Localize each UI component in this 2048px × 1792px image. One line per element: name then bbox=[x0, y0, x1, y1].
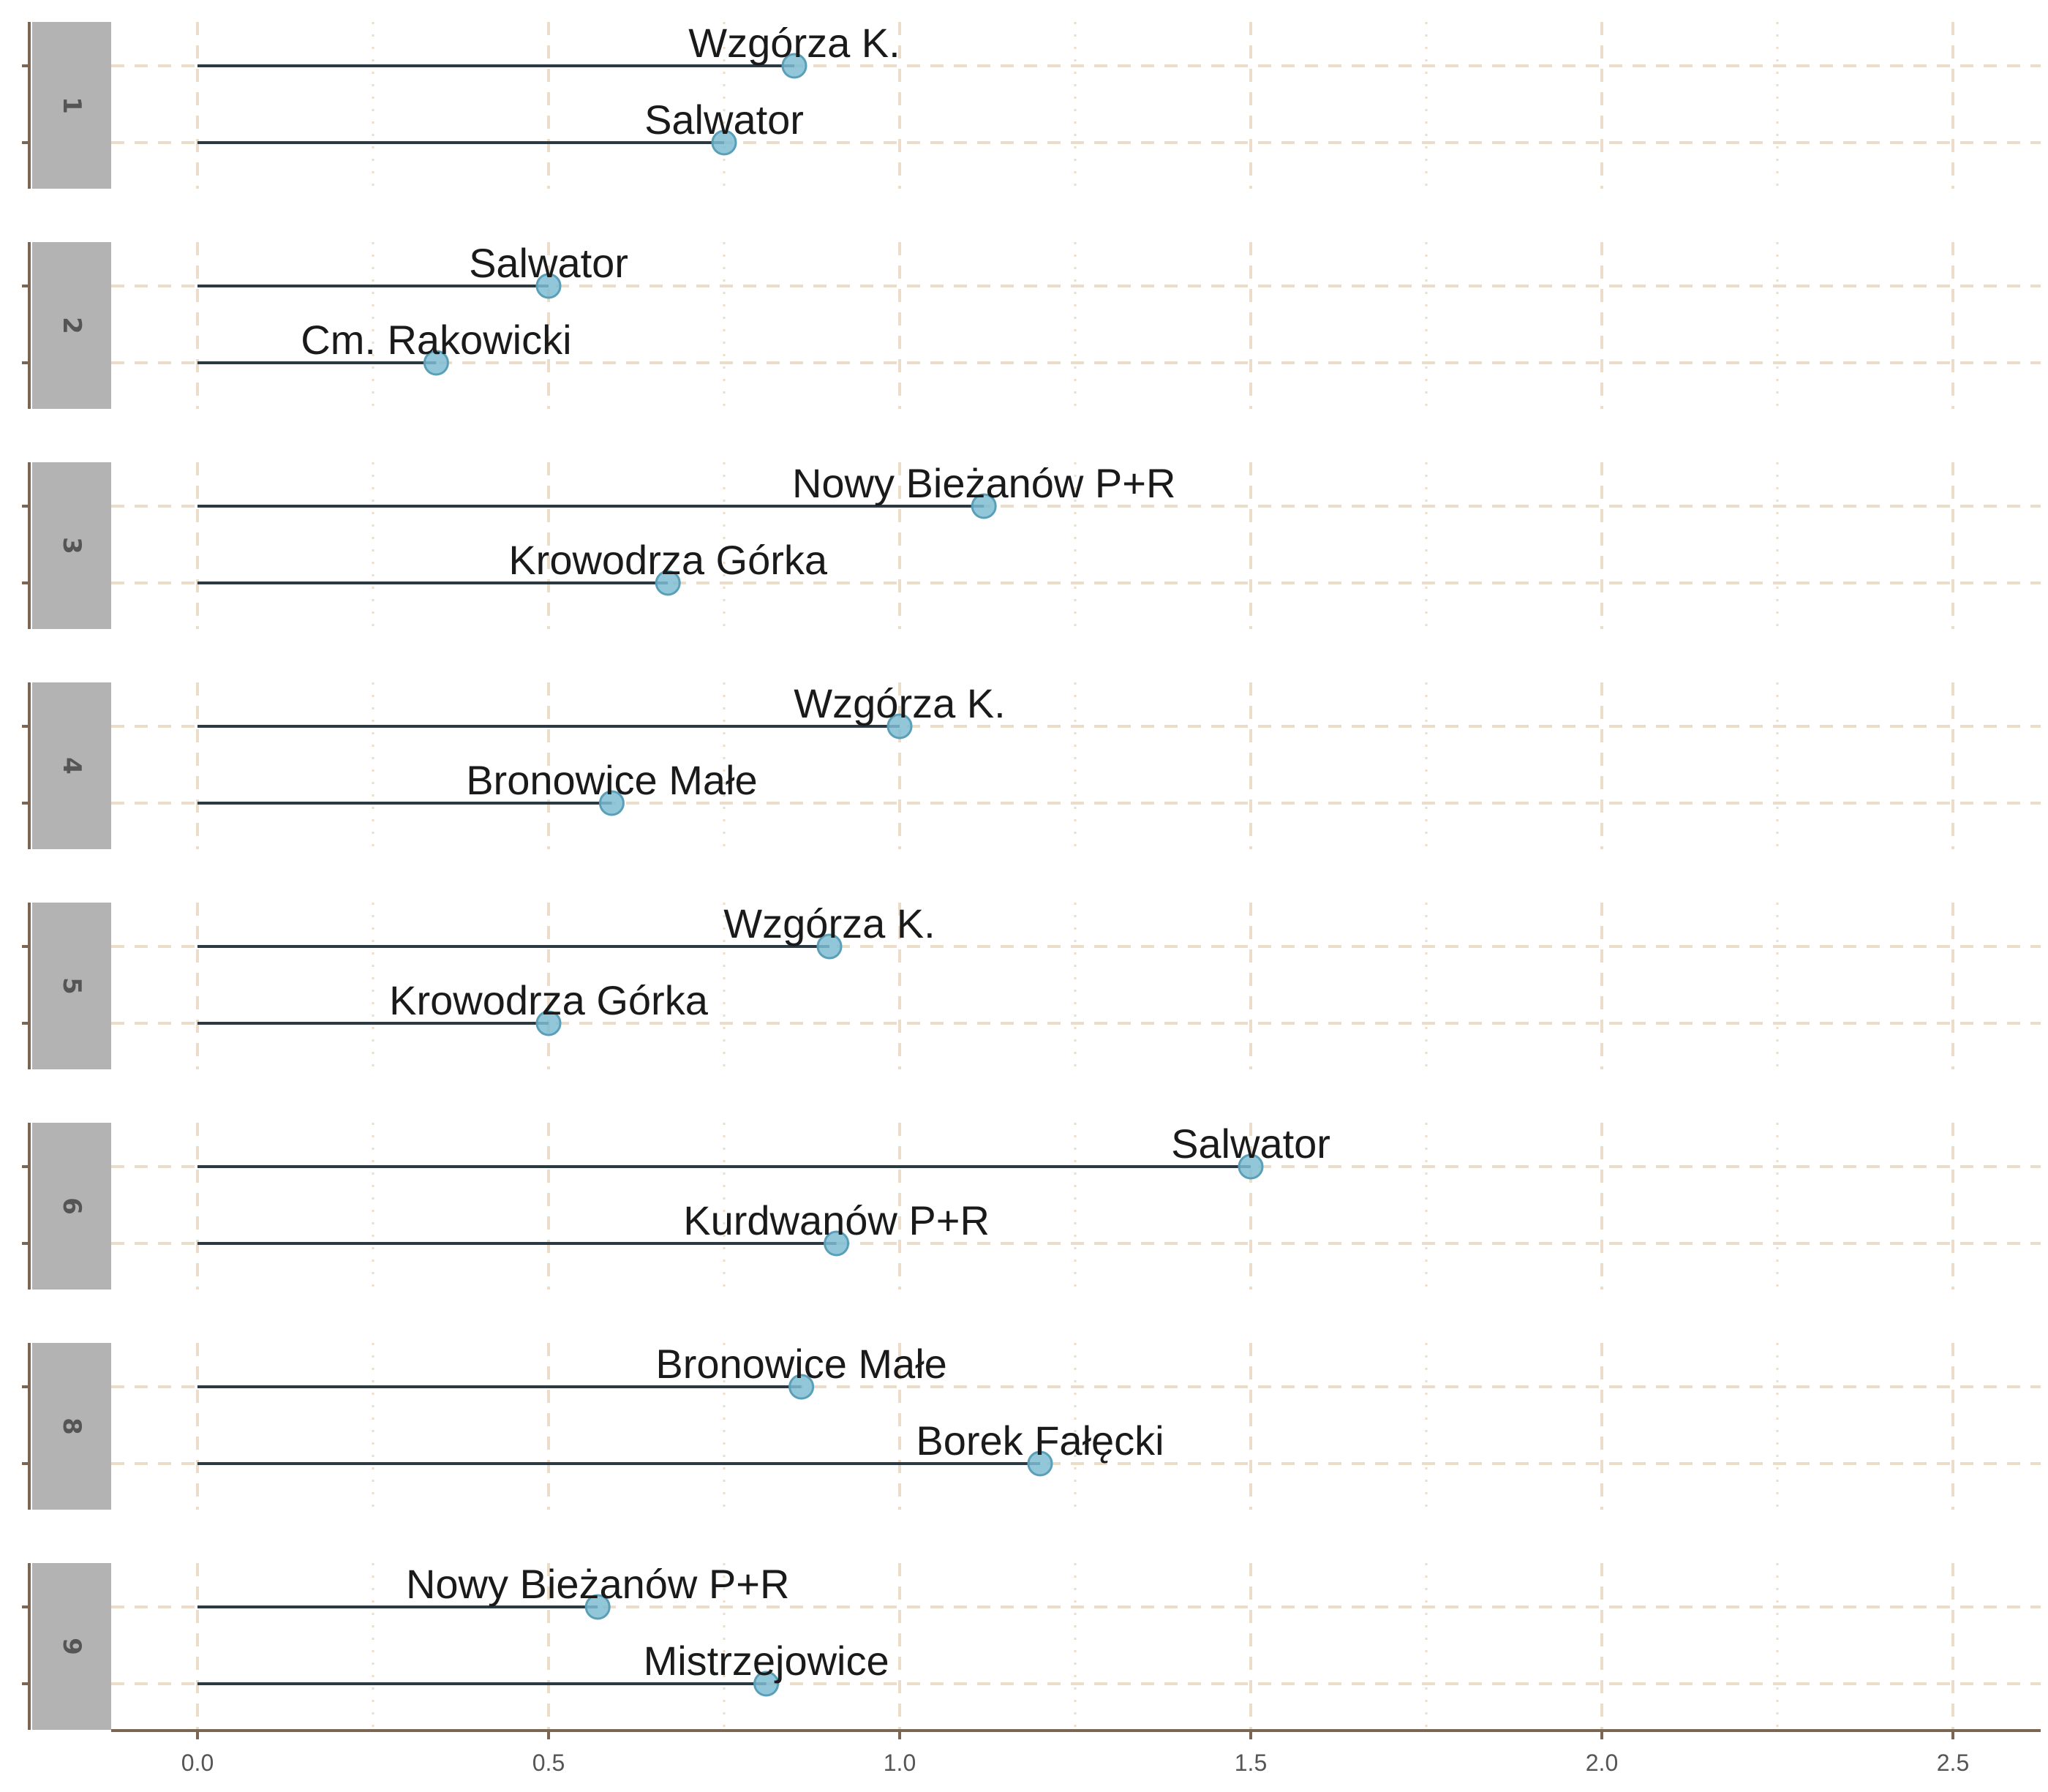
facet-label: 3 bbox=[57, 537, 86, 554]
point-label: Bronowice Małe bbox=[655, 1341, 946, 1387]
point-label: Nowy Bieżanów P+R bbox=[792, 460, 1175, 506]
point-label: Salwator bbox=[469, 240, 628, 286]
facet-label: 1 bbox=[57, 97, 86, 114]
facet-label: 5 bbox=[57, 977, 86, 995]
facet-panel-4: 4 Wzgórza K. Bronowice Małe bbox=[22, 680, 1006, 849]
facet-strip bbox=[32, 462, 111, 629]
point-label: Wzgórza K. bbox=[794, 680, 1005, 726]
point-label: Kurdwanów P+R bbox=[683, 1197, 990, 1243]
x-tick-label: 2.5 bbox=[1937, 1750, 1969, 1776]
point-label: Krowodrza Górka bbox=[389, 977, 709, 1023]
facet-strip bbox=[32, 903, 111, 1069]
lollipop-point bbox=[971, 493, 997, 519]
lollipop-point bbox=[423, 350, 449, 376]
point-label: Nowy Bieżanów P+R bbox=[406, 1561, 789, 1607]
facet-panel-9: 9 Nowy Bieżanów P+R Mistrzejowice bbox=[22, 1561, 889, 1730]
lollipop-point bbox=[535, 1010, 562, 1036]
facet-panel-6: 6 Salwator Kurdwanów P+R bbox=[22, 1121, 1330, 1290]
facet-strip bbox=[32, 1123, 111, 1290]
lollipop-point bbox=[1238, 1153, 1264, 1180]
x-tick-label: 2.0 bbox=[1586, 1750, 1618, 1776]
point-label: Borek Fałęcki bbox=[916, 1418, 1164, 1464]
point-label: Wzgórza K. bbox=[688, 20, 900, 66]
point-label: Salwator bbox=[644, 97, 804, 143]
point-label: Salwator bbox=[1171, 1121, 1330, 1167]
facet-strip bbox=[32, 22, 111, 189]
lollipop-point bbox=[886, 713, 913, 739]
x-tick-label: 0.0 bbox=[181, 1750, 214, 1776]
facet-panel-1: 1 Wzgórza K. Salwator bbox=[22, 20, 900, 189]
lollipop-point bbox=[655, 570, 681, 596]
facet-strip bbox=[32, 682, 111, 849]
lollipop-point bbox=[598, 790, 625, 816]
lollipop-point bbox=[781, 53, 807, 79]
lollipop-point bbox=[1027, 1450, 1053, 1477]
point-label: Cm. Rakowicki bbox=[301, 317, 571, 363]
lollipop-point bbox=[711, 129, 737, 156]
facet-strip bbox=[32, 242, 111, 409]
facet-panel-2: 2 Salwator Cm. Rakowicki bbox=[22, 240, 628, 409]
lollipop-point bbox=[816, 933, 843, 960]
x-tick-label: 0.5 bbox=[532, 1750, 565, 1776]
facet-label: 4 bbox=[57, 757, 86, 775]
lollipop-point bbox=[753, 1671, 780, 1697]
lollipop-point bbox=[824, 1230, 850, 1257]
lollipop-point bbox=[584, 1594, 611, 1620]
x-axis: 0.0 0.5 1.0 1.5 2.0 2.5 bbox=[111, 1729, 2041, 1776]
facet-panel-8: 8 Bronowice Małe Borek Fałęcki bbox=[22, 1341, 1164, 1510]
facet-strip bbox=[32, 1343, 111, 1510]
lollipop-point bbox=[788, 1374, 815, 1400]
x-tick-label: 1.0 bbox=[884, 1750, 916, 1776]
point-label: Wzgórza K. bbox=[723, 900, 935, 946]
x-tick-label: 1.5 bbox=[1235, 1750, 1267, 1776]
lollipop-point bbox=[535, 273, 562, 299]
panel-layer: 1 Wzgórza K. Salwator 2 Salwator Cm. Rakowick… bbox=[22, 20, 1330, 1730]
point-label: Mistrzejowice bbox=[644, 1638, 889, 1684]
facet-panel-3: 3 Nowy Bieżanów P+R Krowodrza Górka bbox=[22, 460, 1175, 629]
grid-layer bbox=[111, 22, 2041, 1730]
point-label: Krowodrza Górka bbox=[508, 537, 828, 583]
point-label: Bronowice Małe bbox=[466, 757, 757, 803]
facet-strip bbox=[32, 1563, 111, 1730]
facet-label: 9 bbox=[57, 1638, 86, 1655]
facet-label: 6 bbox=[57, 1197, 86, 1215]
facet-panel-5: 5 Wzgórza K. Krowodrza Górka bbox=[22, 900, 935, 1069]
facet-label: 8 bbox=[57, 1418, 86, 1435]
facet-label: 2 bbox=[57, 317, 86, 334]
